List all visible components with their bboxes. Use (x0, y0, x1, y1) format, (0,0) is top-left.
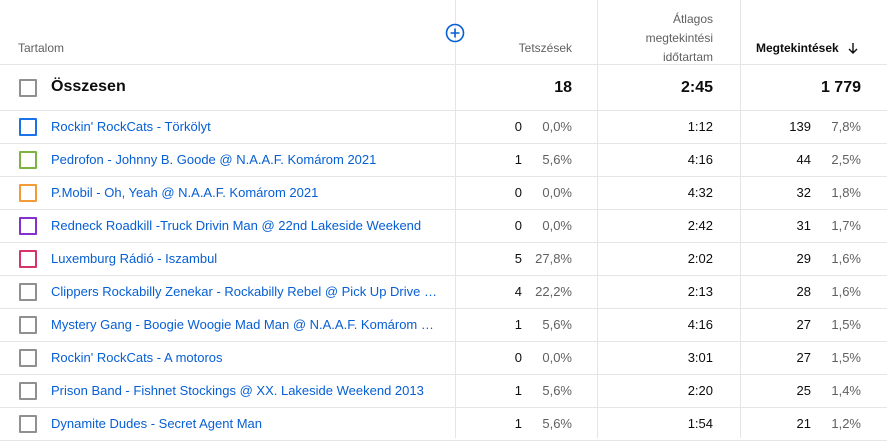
likes: 1 (514, 317, 522, 332)
likes: 0 (514, 185, 522, 200)
views-pct: 1,5% (831, 350, 861, 365)
likes: 1 (514, 383, 522, 398)
checkbox[interactable] (19, 79, 37, 97)
header-line: megtekintési (645, 31, 713, 45)
likes: 0 (514, 350, 522, 365)
likes-pct: 27,8% (535, 251, 572, 266)
row-divider (0, 407, 887, 408)
likes: 4 (514, 284, 522, 299)
views: 21 (796, 416, 811, 431)
row-divider (0, 209, 887, 210)
views: 31 (796, 218, 811, 233)
likes: 0 (514, 218, 522, 233)
header-avg-duration[interactable]: Átlagos megtekintési időtartam (646, 10, 713, 67)
checkbox[interactable] (19, 349, 37, 367)
avg-duration: 4:16 (687, 152, 713, 167)
checkbox[interactable] (19, 415, 37, 433)
total-label: Összesen (51, 78, 126, 95)
views-pct: 2,5% (831, 152, 861, 167)
views-pct: 1,2% (831, 416, 861, 431)
avg-duration: 4:16 (687, 317, 713, 332)
column-divider (597, 0, 598, 438)
checkbox[interactable] (19, 184, 37, 202)
row-divider (0, 275, 887, 276)
likes-pct: 0,0% (542, 218, 572, 233)
row-divider (0, 64, 887, 65)
likes-pct: 0,0% (542, 185, 572, 200)
row-divider (0, 341, 887, 342)
views: 25 (796, 383, 811, 398)
row-divider (0, 242, 887, 243)
checkbox[interactable] (19, 151, 37, 169)
video-title[interactable]: Clippers Rockabilly Zenekar - Rockabilly… (51, 284, 441, 299)
views: 44 (796, 152, 811, 167)
views-pct: 1,8% (831, 185, 861, 200)
views: 27 (796, 350, 811, 365)
likes-pct: 0,0% (542, 350, 572, 365)
total-avg-duration: 2:45 (680, 79, 713, 96)
header-line: időtartam (662, 50, 713, 64)
avg-duration: 4:32 (687, 185, 713, 200)
video-title[interactable]: Luxemburg Rádió - Iszambul (51, 251, 218, 266)
avg-duration: 2:42 (687, 218, 713, 233)
views-pct: 1,6% (831, 251, 861, 266)
views: 28 (796, 284, 811, 299)
likes-pct: 5,6% (542, 416, 572, 431)
video-title[interactable]: Dynamite Dudes - Secret Agent Man (51, 416, 262, 431)
likes: 5 (514, 251, 522, 266)
avg-duration: 2:02 (687, 251, 713, 266)
video-title[interactable]: Redneck Roadkill -Truck Drivin Man @ 22n… (51, 218, 422, 233)
row-divider (0, 176, 887, 177)
video-title[interactable]: Rockin' RockCats - Törkölyt (51, 119, 211, 134)
likes-pct: 5,6% (542, 317, 572, 332)
video-title[interactable]: Mystery Gang - Boogie Woogie Mad Man @ N… (51, 317, 441, 332)
views: 32 (796, 185, 811, 200)
checkbox[interactable] (19, 283, 37, 301)
views: 27 (796, 317, 811, 332)
column-divider (455, 0, 456, 438)
sort-arrow[interactable] (846, 41, 860, 55)
likes: 1 (514, 152, 522, 167)
checkbox[interactable] (19, 217, 37, 235)
views-pct: 1,6% (831, 284, 861, 299)
likes-pct: 5,6% (542, 152, 572, 167)
checkbox[interactable] (19, 118, 37, 136)
likes-pct: 22,2% (535, 284, 572, 299)
avg-duration: 1:12 (687, 119, 713, 134)
avg-duration: 3:01 (687, 350, 713, 365)
likes-pct: 5,6% (542, 383, 572, 398)
video-title[interactable]: Prison Band - Fishnet Stockings @ XX. La… (51, 383, 424, 398)
views-pct: 1,7% (831, 218, 861, 233)
video-title[interactable]: Rockin' RockCats - A motoros (51, 350, 223, 365)
total-views: 1 779 (820, 79, 861, 96)
total-likes: 18 (554, 79, 572, 96)
views-pct: 1,4% (831, 383, 861, 398)
views-pct: 1,5% (831, 317, 861, 332)
likes: 1 (514, 416, 522, 431)
avg-duration: 2:13 (687, 284, 713, 299)
likes: 0 (514, 119, 522, 134)
row-divider (0, 143, 887, 144)
views: 139 (789, 119, 811, 134)
header-likes[interactable]: Tetszések (518, 41, 572, 55)
views: 29 (796, 251, 811, 266)
likes-pct: 0,0% (542, 119, 572, 134)
checkbox[interactable] (19, 316, 37, 334)
video-title[interactable]: P.Mobil - Oh, Yeah @ N.A.A.F. Komárom 20… (51, 185, 319, 200)
avg-duration: 2:20 (687, 383, 713, 398)
row-divider (0, 110, 887, 111)
column-divider (740, 0, 741, 438)
views-pct: 7,8% (831, 119, 861, 134)
row-divider (0, 308, 887, 309)
add-metric-button[interactable] (445, 23, 465, 43)
header-line: Átlagos (672, 12, 713, 26)
header-content: Tartalom (18, 41, 65, 55)
checkbox[interactable] (19, 250, 37, 268)
row-divider (0, 374, 887, 375)
checkbox[interactable] (19, 382, 37, 400)
video-title[interactable]: Pedrofon - Johnny B. Goode @ N.A.A.F. Ko… (51, 152, 377, 167)
header-views[interactable]: Megtekintések (756, 41, 839, 55)
avg-duration: 1:54 (687, 416, 713, 431)
